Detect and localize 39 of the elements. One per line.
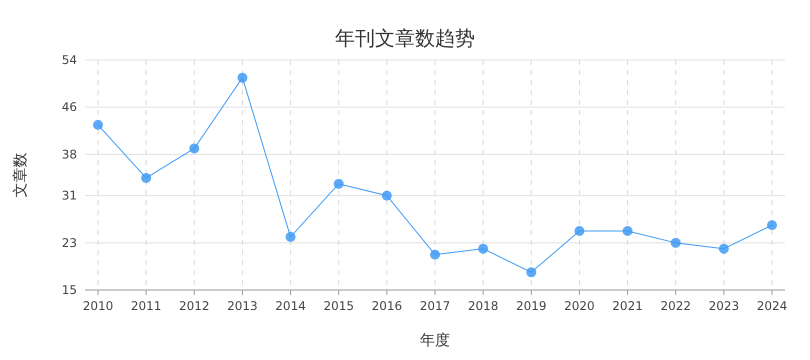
point: [574, 226, 584, 236]
x-tick-label: 2017: [420, 299, 450, 313]
point: [526, 267, 536, 278]
y-tick-label: 46: [62, 100, 77, 114]
point: [767, 220, 777, 230]
chart-title: 年刊文章数趋势: [335, 26, 475, 50]
x-tick-label: 2018: [468, 299, 498, 313]
x-tick-label: 2014: [275, 299, 306, 313]
x-tick-label: 2011: [130, 299, 162, 313]
y-tick-label: 23: [62, 236, 77, 250]
point: [141, 172, 152, 183]
point: [718, 244, 729, 254]
x-tick-label: 2023: [708, 299, 740, 313]
point: [382, 190, 392, 201]
point: [93, 120, 103, 130]
y-tick-label: 31: [62, 188, 77, 203]
point: [622, 226, 633, 236]
point: [237, 72, 248, 83]
x-tick-label: 2015: [323, 299, 354, 313]
x-tick-label: 2022: [660, 299, 691, 313]
y-axis-title: 文章数: [11, 152, 29, 198]
x-tick-label: 2016: [372, 299, 402, 313]
x-tick-label: 2010: [82, 299, 114, 313]
point: [430, 250, 440, 260]
x-tick-label: 2021: [612, 299, 643, 313]
y-tick-label: 54: [62, 53, 77, 67]
x-tick-label: 2013: [227, 299, 258, 313]
x-tick-label: 2019: [516, 299, 547, 313]
y-tick-label: 38: [62, 147, 77, 162]
point: [670, 238, 681, 248]
point: [334, 178, 344, 189]
y-tick-label: 15: [62, 283, 77, 297]
x-tick-label: 2012: [179, 299, 210, 313]
point: [478, 244, 488, 254]
x-tick-label: 2020: [564, 299, 595, 313]
point: [189, 143, 200, 154]
x-tick-label: 2024: [756, 299, 788, 313]
point: [286, 232, 296, 242]
x-axis-title: 年度: [420, 331, 450, 349]
